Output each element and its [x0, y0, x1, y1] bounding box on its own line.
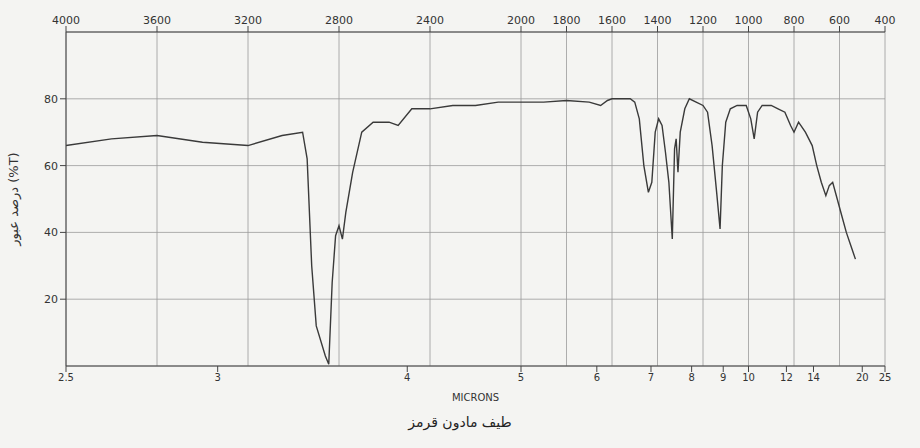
svg-text:3200: 3200: [234, 14, 262, 27]
svg-text:10: 10: [742, 372, 755, 383]
svg-text:14: 14: [807, 372, 820, 383]
svg-text:2000: 2000: [507, 14, 535, 27]
svg-text:80: 80: [44, 93, 58, 106]
svg-text:1200: 1200: [689, 14, 717, 27]
svg-text:3600: 3600: [143, 14, 171, 27]
svg-text:400: 400: [875, 14, 896, 27]
svg-text:60: 60: [44, 160, 58, 173]
svg-text:8: 8: [688, 372, 694, 383]
svg-text:40: 40: [44, 226, 58, 239]
svg-text:12: 12: [780, 372, 793, 383]
svg-text:1000: 1000: [735, 14, 763, 27]
svg-text:9: 9: [720, 372, 726, 383]
svg-text:2.5: 2.5: [58, 372, 74, 383]
svg-text:6: 6: [594, 372, 600, 383]
svg-text:20: 20: [856, 372, 869, 383]
svg-text:2800: 2800: [325, 14, 353, 27]
svg-text:1800: 1800: [553, 14, 581, 27]
html-text:طیف مادون قرمز: طیف مادون قرمز: [408, 414, 512, 430]
svg-text:20: 20: [44, 293, 58, 306]
svg-text:25: 25: [879, 372, 892, 383]
svg-text:1600: 1600: [598, 14, 626, 27]
svg-text:2400: 2400: [416, 14, 444, 27]
svg-text:MICRONS: MICRONS: [452, 392, 499, 403]
svg-text:7: 7: [648, 372, 654, 383]
svg-text:3: 3: [214, 372, 220, 383]
svg-text:1400: 1400: [644, 14, 672, 27]
svg-text:5: 5: [518, 372, 524, 383]
svg-text:800: 800: [784, 14, 805, 27]
svg-text:4000: 4000: [52, 14, 80, 27]
svg-text:4: 4: [404, 372, 410, 383]
svg-text:600: 600: [829, 14, 850, 27]
svg-text:درصد عبور (%T): درصد عبور (%T): [6, 152, 22, 246]
